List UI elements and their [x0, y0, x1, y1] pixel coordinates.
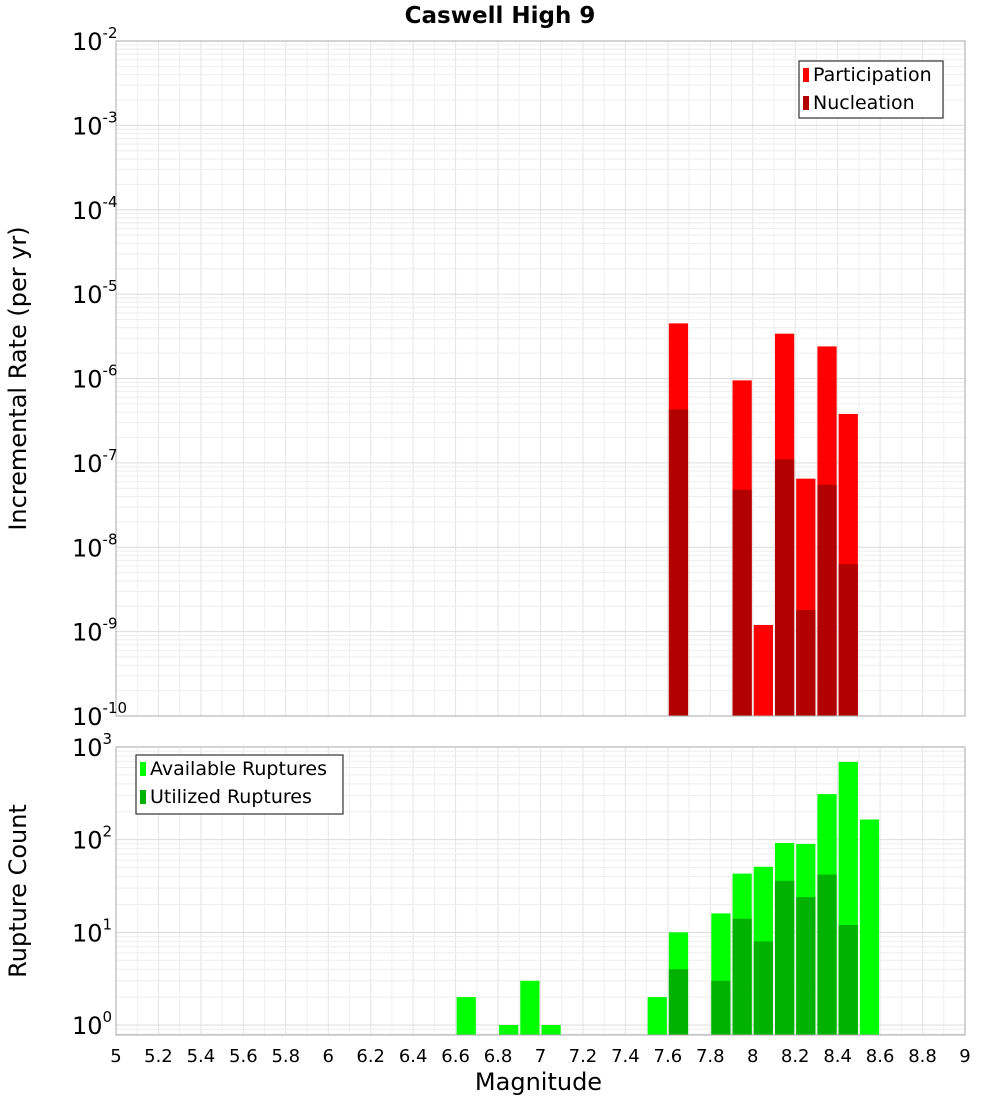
chart1-bar-secondary: [838, 924, 858, 1035]
chart0-bar-secondary: [796, 610, 816, 716]
chart0-y-tick-label: 10-4: [72, 193, 118, 225]
chart0-panel: 10-10 10-9 10-8 10-7 10-6 10-5 10-4 10-3 10-2 Inc…: [4, 24, 966, 731]
chart1-legend-swatch: [140, 762, 146, 776]
chart0-legend: Participation Nucleation: [798, 60, 944, 119]
chart0-y-axis-label: Incremental Rate (per yr): [4, 226, 32, 530]
chart0-y-tick-label: 10-5: [72, 277, 118, 309]
chart0-bar-secondary: [732, 489, 752, 716]
chart1-x-axis-label: Magnitude: [475, 1068, 602, 1096]
chart1-bar-secondary: [774, 880, 795, 1035]
chart0-bar-secondary: [668, 409, 689, 716]
chart0-legend-label: Participation: [813, 64, 932, 86]
chart-title: Caswell High 9: [405, 3, 596, 29]
chart0-legend-swatch: [803, 68, 809, 82]
chart0-bar-secondary: [774, 459, 795, 716]
chart1-x-tick-label: 5: [110, 1046, 121, 1067]
chart1-x-tick-label: 8.8: [908, 1046, 937, 1067]
chart0-bars: [668, 323, 858, 716]
chart0-bar-primary: [753, 624, 773, 716]
chart1-y-tick-label: 103: [72, 730, 112, 762]
chart1-x-tick-label: 6.6: [441, 1046, 470, 1067]
chart1-x-tick-label: 7.4: [611, 1046, 640, 1067]
chart1-x-tick-label: 7.8: [696, 1046, 725, 1067]
chart0-y-tick-label: 10-6: [72, 362, 118, 394]
chart1-bar-primary: [499, 1025, 519, 1035]
chart1-x-tick-label: 5.8: [271, 1046, 300, 1067]
chart1-y-axis-label: Rupture Count: [4, 804, 32, 978]
chart0-y-tick-label: 10-10: [72, 699, 127, 731]
chart1-bar-secondary: [796, 897, 816, 1035]
chart1-x-tick-label: 7.6: [654, 1046, 683, 1067]
chart1-plot-frame: [115, 746, 966, 1036]
chart1-legend-box: [135, 754, 344, 815]
chart1-bars: [456, 761, 880, 1035]
chart0-bar-secondary: [817, 484, 837, 716]
chart0-legend-label: Nucleation: [813, 92, 915, 114]
chart1-x-tick-label: 5.6: [229, 1046, 258, 1067]
chart1-bar-secondary: [732, 918, 752, 1035]
chart1-bar-secondary: [711, 980, 731, 1035]
chart1-y-tick-label: 101: [72, 915, 112, 947]
chart1-x-tick-label: 5.4: [187, 1046, 216, 1067]
chart1-bar-secondary: [817, 874, 837, 1035]
chart1-x-tick-label: 8.4: [823, 1046, 852, 1067]
chart1-legend-label: Available Ruptures: [150, 758, 327, 780]
chart1-legend-label: Utilized Ruptures: [150, 786, 312, 808]
chart1-bar-secondary: [668, 969, 689, 1035]
chart1-legend: Available Ruptures Utilized Ruptures: [135, 754, 344, 815]
chart1-bar-primary: [647, 997, 667, 1035]
chart1-bar-primary: [541, 1025, 561, 1035]
chart0-y-tick-label: 10-3: [72, 108, 118, 140]
chart1-y-tick-label: 100: [72, 1008, 112, 1040]
chart1-x-tick-label: 6.4: [399, 1046, 428, 1067]
chart1-x-tick-label: 7.2: [569, 1046, 598, 1067]
chart0-legend-box: [798, 60, 944, 119]
chart1-bar-primary: [859, 819, 880, 1035]
chart1-x-tick-label: 8.6: [866, 1046, 895, 1067]
chart1-x-tick-label: 9: [959, 1046, 970, 1067]
chart0-bar-secondary: [838, 564, 858, 716]
chart1-x-tick-label: 6.8: [484, 1046, 513, 1067]
chart1-x-tick-label: 5.2: [144, 1046, 173, 1067]
chart1-panel: 100 101 102 103 5 5.2 5.4 5.6 5.8 6 6.2 6.4 6.6 6.8 7 7…: [4, 730, 971, 1096]
chart1-x-tick-label: 6: [323, 1046, 334, 1067]
chart0-grid: [115, 40, 966, 717]
chart1-y-tick-label: 102: [72, 823, 112, 855]
chart1-legend-swatch: [140, 790, 146, 804]
chart1-bar-primary: [520, 980, 540, 1035]
chart1-x-tick-label: 6.2: [356, 1046, 385, 1067]
chart1-x-tick-label: 7: [535, 1046, 546, 1067]
chart1-x-tick-label: 8.2: [781, 1046, 810, 1067]
chart1-bar-primary: [456, 997, 476, 1035]
chart0-y-tick-label: 10-2: [72, 24, 118, 56]
chart1-bar-secondary: [753, 941, 773, 1035]
chart0-y-tick-label: 10-8: [72, 530, 118, 562]
chart0-y-tick-label: 10-9: [72, 615, 118, 647]
chart1-x-tick-label: 8: [747, 1046, 758, 1067]
chart0-legend-swatch: [803, 96, 809, 110]
chart0-plot-frame: [115, 40, 966, 717]
chart0-y-tick-label: 10-7: [72, 446, 118, 478]
